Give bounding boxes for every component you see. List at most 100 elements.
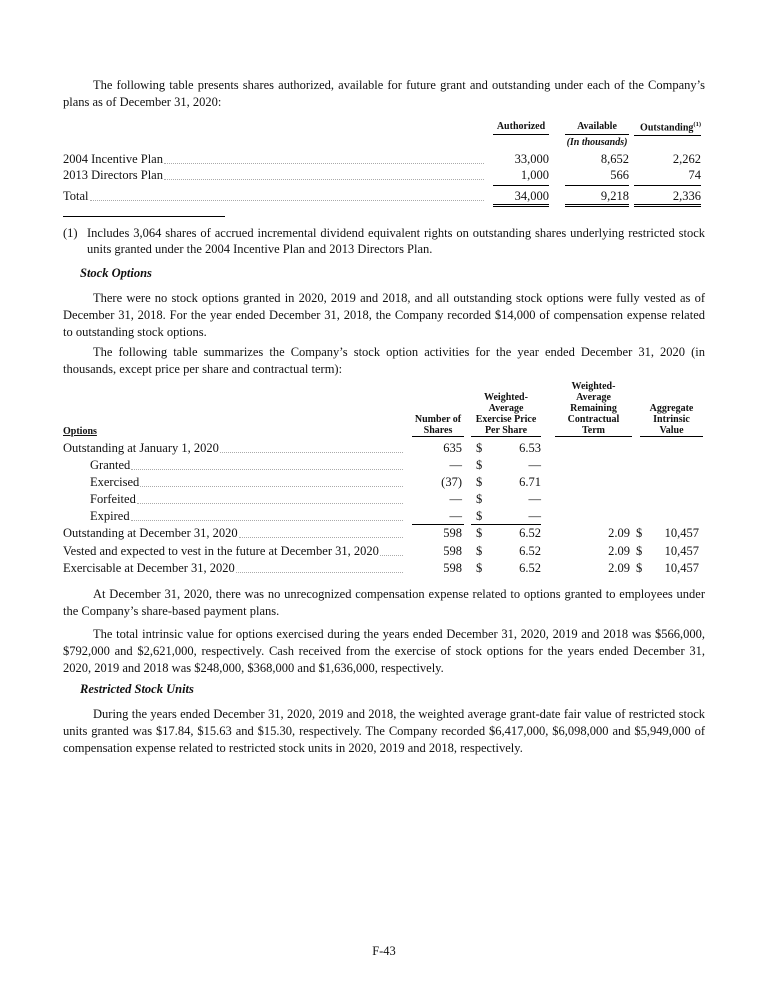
label-text: Forfeited: [90, 492, 136, 506]
label-text: Outstanding at December 31, 2020: [63, 526, 238, 540]
row-label: Outstanding at December 31, 2020: [63, 525, 405, 542]
price: 6.52: [519, 526, 541, 540]
label-text: Outstanding at January 1, 2020: [63, 441, 219, 455]
shares: 598: [443, 544, 462, 558]
note-marker: (1): [693, 121, 701, 128]
page-number: F-43: [372, 944, 396, 958]
paragraph: The following table summarizes the Compa…: [63, 345, 705, 376]
column-header: Aggregate Intrinsic Value: [640, 403, 703, 437]
total-cell: 34,000: [514, 189, 549, 203]
row-label: Exercised: [90, 474, 405, 491]
rule: [493, 185, 549, 186]
paragraph: During the years ended December 31, 2020…: [63, 707, 705, 755]
header-line: Intrinsic: [653, 414, 690, 425]
rule: [471, 524, 541, 525]
total-label: Total: [63, 188, 486, 205]
dot-leader: [163, 163, 484, 164]
row-label: Outstanding at January 1, 2020: [63, 440, 405, 457]
header-line: Aggregate: [649, 403, 694, 414]
dot-leader: [219, 452, 403, 453]
currency: $: [476, 492, 483, 506]
footnote-marker: (1): [63, 226, 78, 240]
column-header: Weighted- Average Exercise Price Per Share: [471, 392, 541, 437]
total-cell: 9,218: [600, 189, 629, 203]
price: —: [528, 458, 542, 472]
rule: [63, 216, 225, 217]
price: —: [528, 509, 542, 523]
rule: [565, 206, 629, 207]
row-label: Forfeited: [90, 491, 405, 508]
header-line: Per Share: [484, 425, 528, 436]
column-header: Number of Shares: [412, 414, 464, 437]
term: 2.09: [608, 561, 630, 575]
currency: $: [636, 526, 643, 540]
section-heading: Restricted Stock Units: [80, 682, 194, 696]
cell: 2,262: [672, 152, 701, 166]
dot-leader: [136, 503, 403, 504]
term: 2.09: [608, 544, 630, 558]
rule: [565, 185, 629, 186]
column-header: Outstanding(1): [634, 121, 701, 137]
header-line: Shares: [423, 425, 453, 436]
column-header: Authorized: [493, 121, 549, 135]
row-label: Vested and expected to vest in the futur…: [63, 543, 405, 560]
paragraph: There were no stock options granted in 2…: [63, 291, 705, 339]
row-label: Expired: [90, 508, 405, 525]
rule: [493, 206, 549, 207]
shares: —: [449, 492, 463, 506]
header-line: Term: [582, 425, 605, 436]
currency: $: [476, 458, 483, 472]
currency: $: [636, 544, 643, 558]
cell: 74: [688, 168, 702, 182]
rule: [634, 185, 701, 186]
dot-leader: [140, 486, 403, 487]
paragraph: At December 31, 2020, there was no unrec…: [63, 587, 705, 618]
shares: —: [449, 509, 463, 523]
header-line: Value: [659, 425, 684, 436]
price: 6.53: [519, 441, 541, 455]
label-text: 2013 Directors Plan: [63, 168, 163, 182]
rule: [634, 206, 701, 207]
paragraph: The total intrinsic value for options ex…: [63, 627, 705, 675]
currency: $: [476, 544, 483, 558]
currency: $: [476, 561, 483, 575]
label-text: 2004 Incentive Plan: [63, 152, 163, 166]
dot-leader: [379, 555, 403, 556]
label-text: Expired: [90, 509, 130, 523]
dot-leader: [163, 179, 484, 180]
label-text: Vested and expected to vest in the futur…: [63, 544, 379, 558]
price: 6.52: [519, 544, 541, 558]
value: 10,457: [664, 544, 699, 558]
shares: 598: [443, 526, 462, 540]
shares: 635: [443, 441, 462, 455]
shares: (37): [441, 475, 462, 489]
price: 6.71: [519, 475, 541, 489]
currency: $: [476, 526, 483, 540]
value: 10,457: [664, 526, 699, 540]
header-text: Authorized: [496, 121, 546, 132]
shares: 598: [443, 561, 462, 575]
header-text: Available: [577, 121, 617, 132]
price: —: [528, 492, 542, 506]
dot-leader: [89, 200, 484, 201]
cell: 8,652: [600, 152, 629, 166]
unit-note: (In thousands): [566, 137, 628, 148]
cell: 1,000: [520, 168, 549, 182]
header-line: Contractual: [567, 414, 620, 425]
row-label: Exercisable at December 31, 2020: [63, 560, 405, 577]
label-text: Granted: [90, 458, 131, 472]
dot-leader: [235, 572, 403, 573]
dot-leader: [238, 537, 403, 538]
header-line: Exercise Price: [475, 414, 537, 425]
total-cell: 2,336: [672, 189, 701, 203]
header-line: Number of: [414, 414, 462, 425]
row-label: 2013 Directors Plan: [63, 167, 486, 184]
dot-leader: [131, 469, 403, 470]
dot-leader: [130, 520, 403, 521]
price: 6.52: [519, 561, 541, 575]
label-text: Total: [63, 189, 89, 203]
rule: [493, 204, 549, 205]
row-label: 2004 Incentive Plan: [63, 151, 486, 168]
currency: $: [476, 441, 483, 455]
